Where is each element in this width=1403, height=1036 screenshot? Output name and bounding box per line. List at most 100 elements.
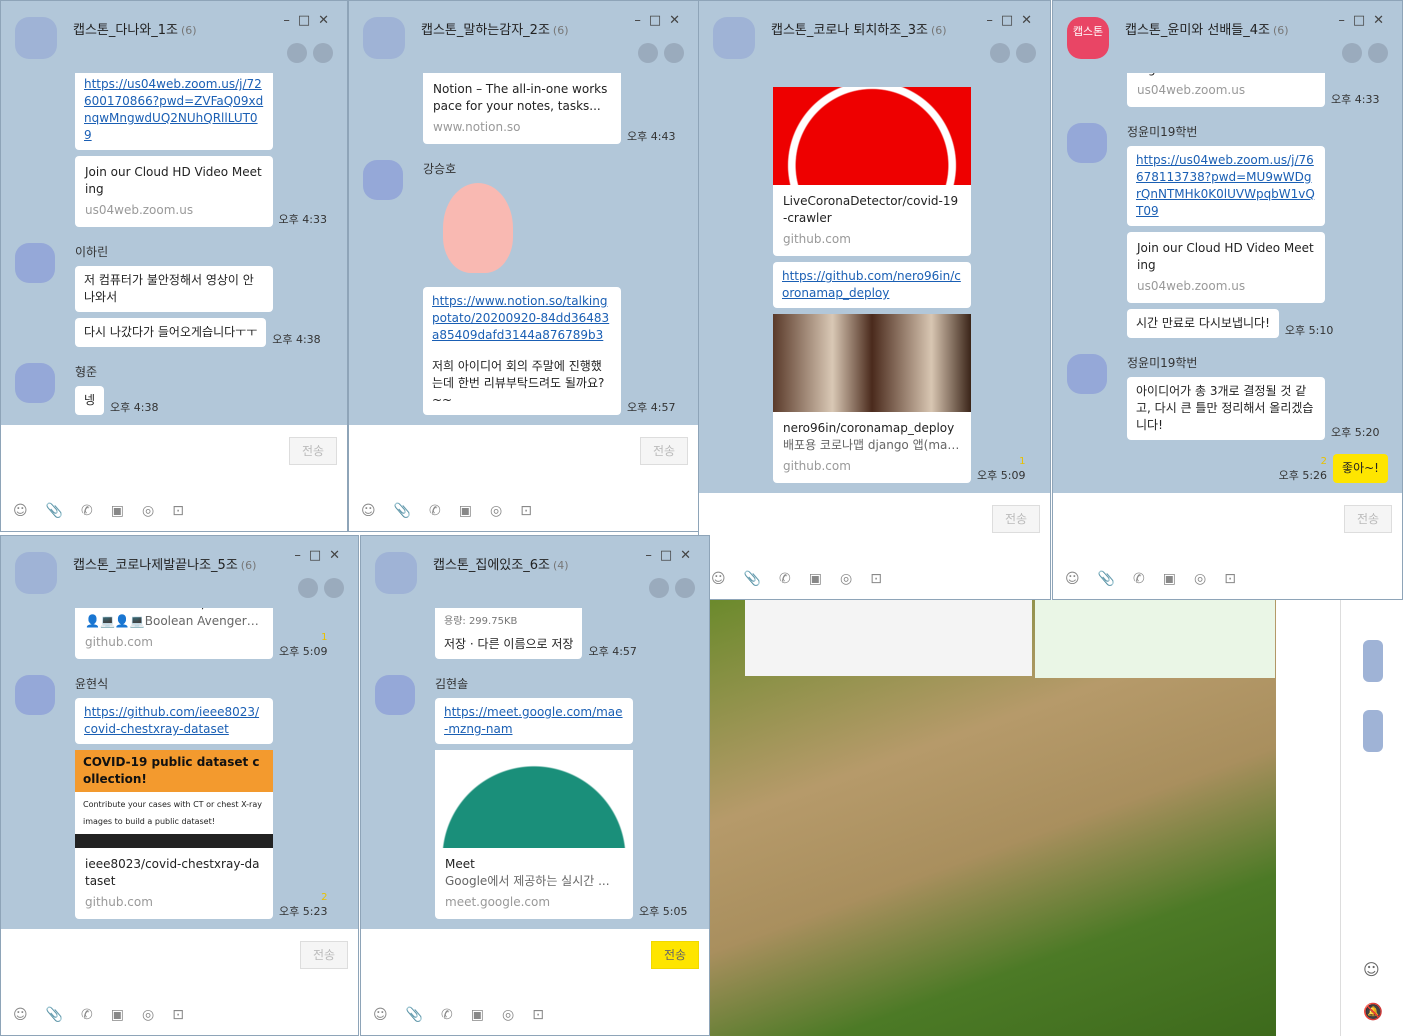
- message-input[interactable]: 전송 ☺📎✆▣◎⊡: [349, 425, 698, 531]
- room-title[interactable]: 캡스톤_다나와_1조 (6): [73, 19, 197, 38]
- message-time: 오후 4:33: [1331, 93, 1380, 106]
- message-link[interactable]: https://us04web.zoom.us/j/72600170866?pw…: [84, 77, 264, 142]
- toolbar[interactable]: ☺📎✆▣◎⊡: [13, 503, 202, 519]
- message-time: 오후 4:43: [627, 130, 676, 143]
- menu-button[interactable]: [324, 578, 344, 598]
- message-meta: 오후 5:10: [1285, 322, 1333, 338]
- message-bubble[interactable]: 유효기간 : ~2020.10.07 용량: 299.75KB 저장 · 다른 이름…: [435, 608, 583, 659]
- message-bubble[interactable]: 시간 만료로 다시보냅니다!: [1127, 309, 1279, 338]
- message-bubble[interactable]: 다시 나갔다가 들어오게습니다ㅜㅜ: [75, 318, 267, 347]
- toolbar[interactable]: ☺📎✆▣◎⊡: [361, 503, 550, 519]
- window-controls[interactable]: –□✕: [645, 548, 699, 563]
- message-row: 좋아~! 2 오후 5:26: [1273, 454, 1388, 483]
- message-bubble[interactable]: https://github.com/nero96in/coronamap_de…: [773, 262, 971, 308]
- message-link[interactable]: https://github.com/nero96in/coronamap_de…: [782, 269, 961, 300]
- toolbar[interactable]: ☺📎✆▣◎⊡: [1065, 571, 1254, 587]
- message-bubble[interactable]: https://us04web.zoom.us/j/72600170866?pw…: [75, 73, 273, 150]
- sender-avatar[interactable]: [1067, 123, 1107, 163]
- message-bubble[interactable]: 좋아~!: [1333, 454, 1388, 483]
- sender-avatar[interactable]: [375, 675, 415, 715]
- message-link[interactable]: https://us04web.zoom.us/j/76678113738?pw…: [1136, 153, 1315, 218]
- sender-name: 김현솔: [435, 677, 469, 691]
- send-button[interactable]: 전송: [992, 505, 1040, 533]
- window-controls[interactable]: –□✕: [1338, 13, 1392, 28]
- message-time: 오후 5:05: [639, 905, 688, 918]
- message-bubble[interactable]: Join our Cloud HD Video Meeting us04web.z…: [75, 156, 273, 227]
- avatar[interactable]: [1363, 640, 1383, 682]
- notification-button[interactable]: [649, 578, 669, 598]
- message-bubble[interactable]: Join our Cloud HD Video Meeting us04web.z…: [1127, 232, 1325, 303]
- room-title[interactable]: 캡스톤_집에있조_6조 (4): [433, 554, 569, 573]
- menu-button[interactable]: [313, 43, 333, 63]
- sender-name: 정윤미19학번: [1127, 125, 1198, 139]
- notification-button[interactable]: [1342, 43, 1362, 63]
- room-name: 캡스톤_다나와_1조: [73, 23, 178, 38]
- notification-button[interactable]: [638, 43, 658, 63]
- message-bubble[interactable]: nero96in/coronamap_deploy 배포용 코로나맵 django…: [773, 314, 971, 483]
- message-input[interactable]: 전송 ☺📎✆▣◎⊡: [1, 425, 347, 531]
- room-avatar[interactable]: 캡스톤: [1067, 17, 1109, 59]
- message-link[interactable]: https://meet.google.com/mae-mzng-nam: [444, 705, 623, 736]
- message-input[interactable]: 전송 ☺📎✆▣◎⊡: [361, 929, 709, 1035]
- message-bubble[interactable]: The all-in-one workspace.Notes, tasks, w…: [423, 73, 621, 144]
- send-button[interactable]: 전송: [289, 437, 337, 465]
- message-input[interactable]: 전송 ☺📎✆▣◎⊡: [699, 493, 1050, 599]
- toolbar[interactable]: ☺📎✆▣◎⊡: [13, 1007, 202, 1023]
- emoji-icon[interactable]: ☺: [1363, 960, 1380, 979]
- room-avatar[interactable]: [363, 17, 405, 59]
- message-meta: 오후 4:33: [279, 211, 327, 227]
- message-bubble[interactable]: 저 컴퓨터가 불안정해서 영상이 안나와서: [75, 266, 273, 312]
- toolbar[interactable]: ☺📎✆▣◎⊡: [373, 1007, 562, 1023]
- room-avatar[interactable]: [15, 17, 57, 59]
- room-avatar[interactable]: [713, 17, 755, 59]
- message-bubble[interactable]: 넹: [75, 386, 105, 415]
- sender-avatar[interactable]: [15, 675, 55, 715]
- message-link[interactable]: https://www.notion.so/talkingpotato/2020…: [432, 294, 610, 342]
- room-avatar[interactable]: [15, 552, 57, 594]
- room-title[interactable]: 캡스톤_윤미와 선배들_4조 (6): [1125, 19, 1289, 38]
- room-avatar[interactable]: [375, 552, 417, 594]
- message-input[interactable]: 전송 ☺📎✆▣◎⊡: [1053, 493, 1402, 599]
- message-bubble[interactable]: 아이디어가 총 3개로 결정될 것 같고, 다시 큰 틀만 정리해서 올리겠습니…: [1127, 377, 1325, 440]
- message-bubble[interactable]: https://github.com/ieee8023/covid-chestx…: [75, 698, 273, 744]
- room-title[interactable]: 캡스톤_코로나 퇴치하조_3조 (6): [771, 19, 947, 38]
- menu-button[interactable]: [664, 43, 684, 63]
- notification-button[interactable]: [990, 43, 1010, 63]
- send-button[interactable]: 전송: [651, 941, 699, 969]
- message-bubble[interactable]: https://www.notion.so/talkingpotato/2020…: [423, 287, 621, 415]
- send-button[interactable]: 전송: [300, 941, 348, 969]
- sender-avatar[interactable]: [1067, 354, 1107, 394]
- menu-button[interactable]: [1368, 43, 1388, 63]
- message-group: 이하린 저 컴퓨터가 불안정해서 영상이 안나와서 다시 나갔다가 들어오게습니다ㅜ…: [15, 241, 333, 353]
- menu-button[interactable]: [675, 578, 695, 598]
- sender-avatar[interactable]: [15, 243, 55, 283]
- notification-button[interactable]: [287, 43, 307, 63]
- window-controls[interactable]: –□✕: [294, 548, 348, 563]
- window-controls[interactable]: –□✕: [634, 13, 688, 28]
- send-button[interactable]: 전송: [1344, 505, 1392, 533]
- message-input[interactable]: 전송 ☺📎✆▣◎⊡: [1, 929, 358, 1035]
- message-bubble[interactable]: connect-foundation/2019-01👤💻👤💻Boolean Av…: [75, 608, 273, 659]
- toolbar[interactable]: ☺📎✆▣◎⊡: [711, 571, 900, 587]
- member-count: (6): [181, 24, 197, 37]
- window-controls[interactable]: –□✕: [283, 13, 337, 28]
- message-bubble[interactable]: COVID-19 public dataset collection! Contr…: [75, 750, 273, 919]
- avatar[interactable]: [1363, 710, 1383, 752]
- room-name: 캡스톤_집에있조_6조: [433, 558, 550, 573]
- bell-icon[interactable]: 🔕: [1363, 1002, 1383, 1021]
- sender-avatar[interactable]: [363, 160, 403, 200]
- message-bubble[interactable]: https://meet.google.com/mae-mzng-nam: [435, 698, 633, 744]
- message-bubble[interactable]: Join our Cloud HD Video Meeting us04web.z…: [1127, 73, 1325, 107]
- message-bubble[interactable]: Meet Google에서 제공하는 실시간 ... meet.google.com: [435, 750, 633, 919]
- room-title[interactable]: 캡스톤_말하는감자_2조 (6): [421, 19, 569, 38]
- room-title[interactable]: 캡스톤_코로나제발끝나조_5조 (6): [73, 554, 256, 573]
- window-controls[interactable]: –□✕: [986, 13, 1040, 28]
- window-header: 캡스톤_코로나제발끝나조_5조 (6) –□✕: [1, 536, 358, 608]
- send-button[interactable]: 전송: [640, 437, 688, 465]
- message-bubble[interactable]: https://us04web.zoom.us/j/76678113738?pw…: [1127, 146, 1325, 226]
- sender-avatar[interactable]: [15, 363, 55, 403]
- notification-button[interactable]: [298, 578, 318, 598]
- menu-button[interactable]: [1016, 43, 1036, 63]
- message-link[interactable]: https://github.com/ieee8023/covid-chestx…: [84, 705, 260, 736]
- message-bubble[interactable]: LiveCoronaDetector/covid-19-crawler githu…: [773, 87, 971, 256]
